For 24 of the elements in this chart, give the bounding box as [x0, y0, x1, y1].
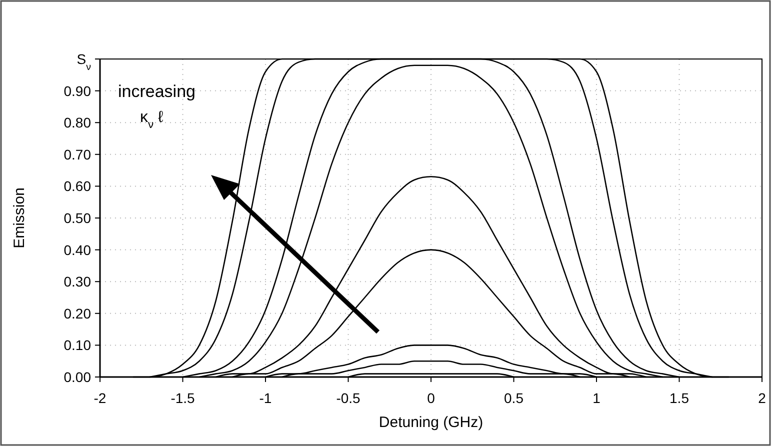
y-tick-label: 0.00: [64, 369, 92, 385]
y-tick-label: 0.60: [64, 178, 92, 194]
y-axis-title: Emission: [11, 188, 28, 248]
x-tick-label: 1: [592, 390, 601, 406]
y-tick-label: 0.20: [64, 305, 92, 322]
x-axis-title: Detuning (GHz): [378, 414, 484, 431]
y-tick-label: S$_{ν}$: [76, 51, 92, 72]
x-tick-label: 0: [427, 390, 436, 406]
y-tick-label: 0.80: [64, 114, 92, 131]
y-tick-label: 0.90: [64, 82, 92, 99]
y-tick-label: 0.30: [64, 274, 92, 290]
y-tick-label: 0.10: [64, 337, 92, 354]
annotation: increasing: [118, 82, 196, 101]
x-tick-label: -2: [94, 390, 106, 406]
y-tick-label: 0.40: [64, 242, 92, 258]
x-tick-label: -0.5: [336, 390, 361, 406]
x-tick-label: 2: [758, 390, 766, 406]
x-tick-label: 0.5: [504, 390, 524, 406]
x-tick-label: 1.5: [670, 390, 690, 406]
y-tick-label: 0.50: [64, 210, 92, 226]
x-tick-label: -1: [259, 390, 272, 406]
x-tick-label: -1.5: [170, 390, 196, 406]
y-tick-label: 0.70: [64, 146, 92, 162]
annotation: κ$_{ν}$ ℓ: [140, 109, 164, 131]
